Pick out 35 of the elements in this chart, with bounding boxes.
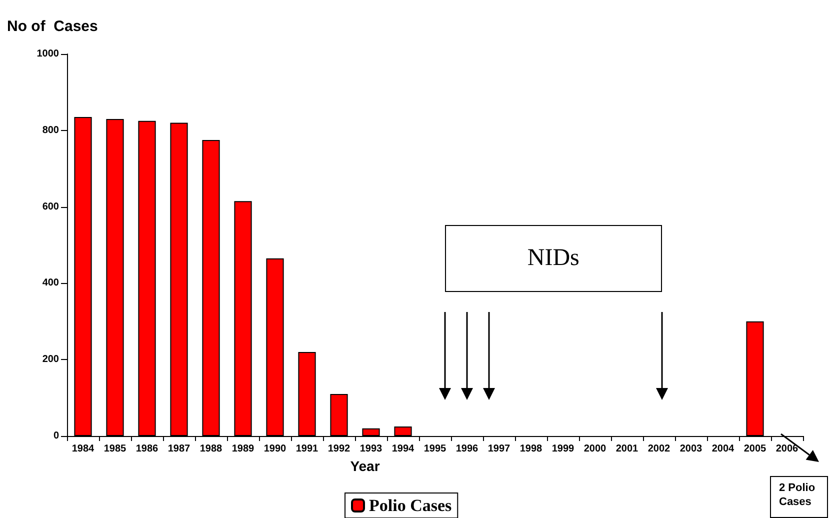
- x-tick-label: 2005: [744, 444, 767, 454]
- y-tick-label: 600: [42, 201, 60, 212]
- x-tick-label: 1986: [136, 444, 159, 454]
- x-tick-label: 1987: [168, 444, 191, 454]
- label-box: NIDs: [444, 225, 662, 292]
- x-tick-label: 1985: [104, 444, 127, 454]
- x-tick-label: 2000: [584, 444, 607, 454]
- y-axis-title: No of Cases: [7, 18, 98, 35]
- x-tick-label: 2001: [616, 444, 639, 454]
- x-tick-label: 1989: [232, 444, 255, 454]
- x-tick-label: 1993: [360, 444, 383, 454]
- legend-label: Polio Cases: [369, 496, 452, 515]
- x-tick-label: 1994: [392, 444, 415, 454]
- x-tick-label: 1996: [456, 444, 479, 454]
- y-tick-label: 1000: [36, 48, 60, 60]
- x-tick-label: 2004: [712, 444, 735, 454]
- x-axis-title: Year: [350, 458, 380, 474]
- y-tick-label: 0: [53, 430, 60, 442]
- x-tick-label: 1984: [72, 444, 95, 454]
- x-tick-label: 2002: [648, 444, 671, 454]
- x-tick-label: 1998: [520, 444, 543, 454]
- x-tick-label: 2003: [680, 444, 703, 454]
- x-tick-label: 1990: [264, 444, 287, 454]
- x-tick-label: 1999: [552, 444, 575, 454]
- y-tick-label: 800: [42, 124, 60, 136]
- annotation: NIDs: [527, 245, 580, 272]
- x-tick-label: 2006: [776, 444, 799, 454]
- label-box: 2 Polio Cases: [770, 476, 828, 518]
- x-tick-label: 1992: [328, 444, 351, 454]
- x-tick-label: 1988: [200, 444, 223, 454]
- x-tick-label: 1997: [488, 444, 511, 454]
- y-tick-label: 400: [42, 278, 60, 289]
- y-tick-label: 200: [42, 354, 60, 366]
- x-tick-label: 1995: [424, 444, 447, 454]
- x-tick-label: 1991: [296, 444, 319, 454]
